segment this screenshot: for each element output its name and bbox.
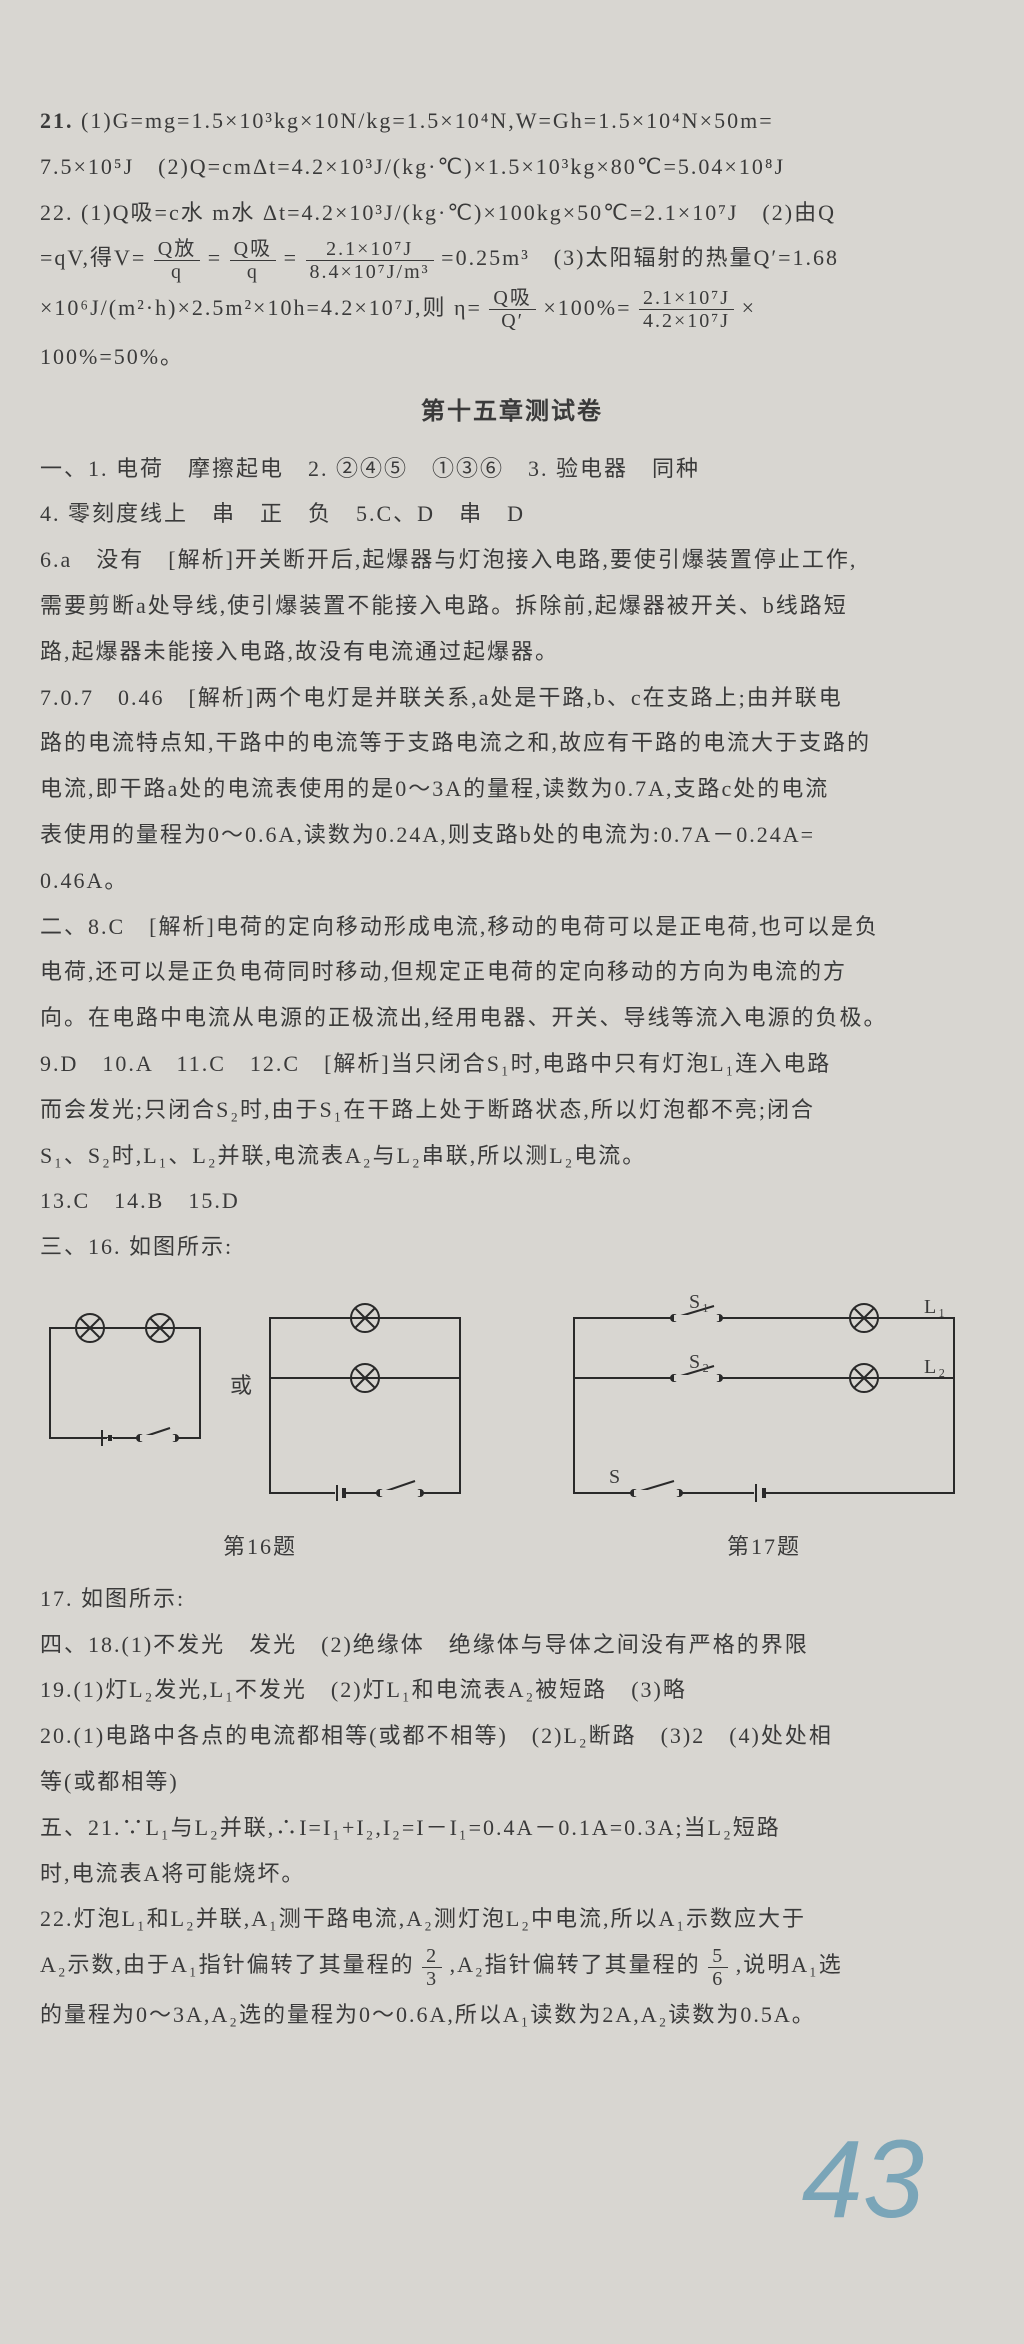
fraction: 2.1×10⁷J4.2×10⁷J <box>639 287 734 332</box>
text-line: S₁、S₂时,L₁、L₂并联,电流表A₂与L₂串联,所以测L₂电流。 <box>40 1135 984 1177</box>
text-line: 等(或都相等) <box>40 1761 984 1803</box>
circuit-diagram-16: 或 <box>40 1288 480 1518</box>
fraction: Q吸q <box>230 238 276 283</box>
fraction: 2.1×10⁷J8.4×10⁷J/m³ <box>306 238 434 283</box>
text-line: 路,起爆器未能接入电路,故没有电流通过起爆器。 <box>40 631 984 673</box>
caption-17: 第17题 <box>544 1526 984 1568</box>
circuit-diagram-17: S₁ S₂ S L₁ L₂ <box>544 1288 984 1518</box>
diagram-17: S₁ S₂ S L₁ L₂ 第17题 <box>544 1288 984 1568</box>
text-line: 一、1. 电荷 摩擦起电 2. ②④⑤ ①③⑥ 3. 验电器 同种 <box>40 448 984 490</box>
fraction: Q放q <box>154 238 200 283</box>
diagram-16: 或 第16题 <box>40 1288 480 1568</box>
text-line: 三、16. 如图所示: <box>40 1226 984 1268</box>
svg-text:L₂: L₂ <box>924 1356 947 1378</box>
text-line: 四、18.(1)不发光 发光 (2)绝缘体 绝缘体与导体之间没有严格的界限 <box>40 1624 984 1666</box>
text-line: 9.D 10.A 11.C 12.C [解析]当只闭合S₁时,电路中只有灯泡L₁… <box>40 1043 984 1085</box>
text-line: 19.(1)灯L₂发光,L₁不发光 (2)灯L₁和电流表A₂被短路 (3)略 <box>40 1669 984 1711</box>
text-line: 7.0.7 0.46 [解析]两个电灯是并联关系,a处是干路,b、c在支路上;由… <box>40 677 984 719</box>
text-line: 二、8.C [解析]电荷的定向移动形成电流,移动的电荷可以是正电荷,也可以是负 <box>40 906 984 948</box>
text-line: 表使用的量程为0～0.6A,读数为0.24A,则支路b处的电流为:0.7A－0.… <box>40 814 984 856</box>
text-line: 电荷,还可以是正负电荷同时移动,但规定正电荷的定向移动的方向为电流的方 <box>40 951 984 993</box>
text: (1)G=mg=1.5×10³kg×10N/kg=1.5×10⁴N,W=Gh=1… <box>81 108 774 133</box>
text-line: 22.灯泡L₁和L₂并联,A₁测干路电流,A₂测灯泡L₂中电流,所以A₁示数应大… <box>40 1898 984 1940</box>
text-line: 而会发光;只闭合S₂时,由于S₁在干路上处于断路状态,所以灯泡都不亮;闭合 <box>40 1089 984 1131</box>
text-line: 20.(1)电路中各点的电流都相等(或都不相等) (2)L₂断路 (3)2 (4… <box>40 1715 984 1757</box>
text-line: 的量程为0～3A,A₂选的量程为0～0.6A,所以A₁读数为2A,A₂读数为0.… <box>40 1994 984 2036</box>
text-line: =qV,得V= Q放q = Q吸q = 2.1×10⁷J8.4×10⁷J/m³ … <box>40 237 984 282</box>
text-line: 4. 零刻度线上 串 正 负 5.C、D 串 D <box>40 493 984 535</box>
text-line: 7.5×10⁵J (2)Q=cmΔt=4.2×10³J/(kg·℃)×1.5×1… <box>40 146 984 188</box>
page-content: 21. (1)G=mg=1.5×10³kg×10N/kg=1.5×10⁴N,W=… <box>40 100 984 2035</box>
text-line: 向。在电路中电流从电源的正极流出,经用电器、开关、导线等流入电源的负极。 <box>40 997 984 1039</box>
text-line: 22. (1)Q吸=c水 m水 Δt=4.2×10³J/(kg·℃)×100kg… <box>40 192 984 234</box>
text-line: 时,电流表A将可能烧坏。 <box>40 1853 984 1895</box>
fraction: 23 <box>422 1945 442 1990</box>
text-line: 13.C 14.B 15.D <box>40 1180 984 1222</box>
diagrams-container: 或 第16题 <box>40 1288 984 1568</box>
chapter-title: 第十五章测试卷 <box>40 390 984 436</box>
caption-16: 第16题 <box>40 1526 480 1568</box>
svg-text:S₂: S₂ <box>689 1351 711 1373</box>
text-line: 路的电流特点知,干路中的电流等于支路电流之和,故应有干路的电流大于支路的 <box>40 722 984 764</box>
text-line: 21. (1)G=mg=1.5×10³kg×10N/kg=1.5×10⁴N,W=… <box>40 100 984 142</box>
text-line: 6.a 没有 [解析]开关断开后,起爆器与灯泡接入电路,要使引爆装置停止工作, <box>40 539 984 581</box>
or-label: 或 <box>230 1373 254 1398</box>
svg-text:L₁: L₁ <box>924 1296 947 1318</box>
fraction: 56 <box>708 1945 728 1990</box>
text-line: 五、21.∵L₁与L₂并联,∴I=I₁+I₂,I₂=I－I₁=0.4A－0.1A… <box>40 1807 984 1849</box>
text-line: A₂示数,由于A₁指针偏转了其量程的 23 ,A₂指针偏转了其量程的 56 ,说… <box>40 1944 984 1989</box>
text-line: 需要剪断a处导线,使引爆装置不能接入电路。拆除前,起爆器被开关、b线路短 <box>40 585 984 627</box>
page-number: 43 <box>40 2075 984 2284</box>
fraction: Q吸Q′ <box>489 287 535 332</box>
svg-text:S: S <box>609 1466 622 1488</box>
text-line: 17. 如图所示: <box>40 1578 984 1620</box>
text-line: 电流,即干路a处的电流表使用的是0～3A的量程,读数为0.7A,支路c处的电流 <box>40 768 984 810</box>
text-line: 0.46A。 <box>40 860 984 902</box>
text-line: ×10⁶J/(m²·h)×2.5m²×10h=4.2×10⁷J,则 η= Q吸Q… <box>40 287 984 332</box>
svg-text:S₁: S₁ <box>689 1291 711 1313</box>
text-line: 100%=50%。 <box>40 336 984 378</box>
